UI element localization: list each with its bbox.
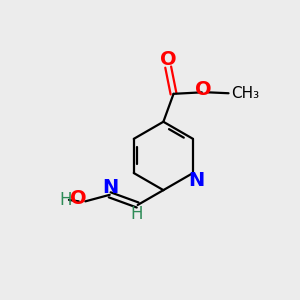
Text: O: O xyxy=(70,190,86,208)
Text: O: O xyxy=(195,80,211,100)
Text: H: H xyxy=(60,191,72,209)
Text: N: N xyxy=(189,171,205,190)
Text: CH₃: CH₃ xyxy=(232,86,260,101)
Text: N: N xyxy=(102,178,119,196)
Text: H: H xyxy=(130,205,142,223)
Text: O: O xyxy=(160,50,176,69)
